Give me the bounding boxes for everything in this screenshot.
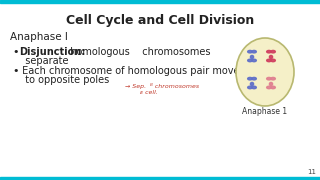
Text: Cell Cycle and Cell Division: Cell Cycle and Cell Division (66, 14, 254, 27)
Polygon shape (271, 77, 275, 80)
Text: → Sep.  ᴮ chromosomes: → Sep. ᴮ chromosomes (125, 83, 199, 89)
Text: •: • (12, 47, 19, 57)
Polygon shape (269, 82, 273, 86)
Text: •: • (12, 66, 19, 76)
Polygon shape (271, 59, 275, 62)
Polygon shape (252, 59, 256, 62)
Polygon shape (267, 59, 271, 62)
Ellipse shape (236, 38, 294, 106)
Polygon shape (267, 50, 271, 53)
Polygon shape (248, 59, 252, 62)
Text: separate: separate (19, 56, 68, 66)
Text: Disjunction:: Disjunction: (19, 47, 85, 57)
Text: homologous    chromosomes: homologous chromosomes (64, 47, 211, 57)
Polygon shape (248, 50, 252, 53)
Text: Anaphase I: Anaphase I (10, 32, 68, 42)
Polygon shape (250, 55, 254, 59)
Polygon shape (271, 50, 275, 53)
Polygon shape (250, 82, 254, 86)
Polygon shape (267, 86, 271, 89)
Polygon shape (267, 77, 271, 80)
Text: to opposite poles: to opposite poles (19, 75, 109, 85)
Polygon shape (269, 55, 273, 59)
Bar (0, 177, 320, 180)
Text: Each chromosome of homologous pair move: Each chromosome of homologous pair move (19, 66, 239, 76)
Polygon shape (248, 77, 252, 80)
Text: ᴇ cell.: ᴇ cell. (140, 90, 158, 95)
Text: 11: 11 (307, 169, 316, 175)
Text: Anaphase 1: Anaphase 1 (243, 107, 288, 116)
Polygon shape (252, 77, 256, 80)
Polygon shape (252, 50, 256, 53)
Polygon shape (271, 86, 275, 89)
Polygon shape (248, 86, 252, 89)
Bar (0, 0, 320, 3)
Polygon shape (252, 86, 256, 89)
